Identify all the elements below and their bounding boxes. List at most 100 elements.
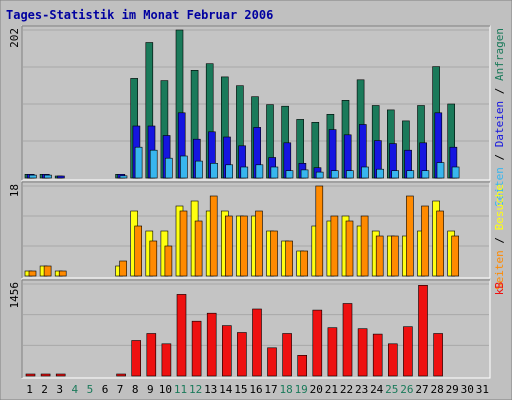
x-label-day-3: 3 [56, 383, 63, 396]
bar-kb-day-12 [191, 320, 202, 377]
bar-kb-day-8 [131, 340, 141, 377]
bar-besuche-day-24 [375, 235, 384, 277]
bar-seiten-day-9 [149, 149, 158, 179]
bar-besuche-day-15 [240, 215, 248, 277]
bar-besuche-day-8 [134, 225, 142, 277]
bar-besuche-day-18 [285, 240, 293, 277]
bar-besuche-day-9 [149, 240, 158, 277]
bar-kb-day-22 [342, 303, 353, 377]
bar-besuche-day-13 [209, 195, 218, 277]
bar-seiten-day-19 [300, 169, 309, 179]
bar-besuche-day-29 [451, 235, 460, 277]
bar-seiten-day-10 [165, 157, 173, 179]
bar-seiten-day-25 [391, 170, 400, 179]
x-label-day-1: 1 [26, 383, 33, 396]
bar-besuche-day-25 [390, 235, 399, 277]
bar-besuche-day-12 [194, 220, 203, 277]
x-label-day-25: 25 [385, 383, 398, 396]
chart-panels: 202 Seiten / Dateien / Anfragen 18 Seiten /… [8, 25, 506, 379]
legend-part: Besuche [493, 184, 506, 230]
x-label-day-13: 13 [204, 383, 217, 396]
legend-middle: Seiten / Besuche [493, 184, 506, 290]
bar-kb-day-2 [40, 373, 51, 377]
x-label-day-27: 27 [415, 383, 428, 396]
bar-seiten-day-2 [44, 174, 52, 179]
bar-kb-day-17 [267, 347, 277, 377]
bar-seiten-day-24 [376, 168, 384, 179]
bar-seiten-day-28 [436, 162, 445, 179]
bar-seiten-day-17 [270, 166, 279, 179]
legend-part: Anfragen [493, 28, 506, 81]
x-label-day-16: 16 [249, 383, 262, 396]
bar-kb-day-24 [372, 333, 383, 377]
y-max-label: 202 [8, 28, 21, 48]
x-label-day-4: 4 [71, 383, 78, 396]
bar-kb-day-20 [312, 309, 323, 377]
bar-kb-day-23 [357, 328, 368, 377]
x-label-day-31: 31 [476, 383, 489, 396]
bar-kb-day-18 [282, 333, 292, 377]
bar-seiten-day-14 [225, 164, 233, 179]
x-label-day-11: 11 [174, 383, 187, 396]
bar-seiten-day-8 [134, 146, 143, 179]
chart-title: Tages-Statistik im Monat Februar 2006 [6, 8, 273, 22]
legend-part: / [493, 81, 506, 101]
bar-kb-day-7 [116, 373, 126, 377]
bar-besuche-day-21 [330, 215, 339, 277]
bar-besuche-day-10 [164, 245, 173, 277]
bar-kb-day-27 [418, 284, 428, 377]
bar-besuche-day-28 [436, 210, 444, 277]
legend-part: kB [493, 282, 506, 296]
x-label-day-8: 8 [132, 383, 139, 396]
legend-part: Seiten [493, 250, 506, 290]
bar-besuche-day-14 [225, 215, 233, 277]
bar-besuche-day-2 [43, 265, 52, 277]
bar-kb-day-9 [146, 333, 157, 377]
bar-seiten-day-7 [119, 175, 128, 179]
bar-besuche-day-19 [300, 250, 309, 277]
x-label-day-6: 6 [102, 383, 109, 396]
legend-part: Seiten [493, 167, 506, 207]
x-label-day-20: 20 [310, 383, 323, 396]
bar-kb-day-14 [222, 325, 232, 377]
x-label-day-10: 10 [159, 383, 172, 396]
bar-kb-day-16 [252, 308, 262, 377]
x-label-day-26: 26 [400, 383, 413, 396]
bar-kb-day-1 [25, 373, 36, 377]
x-label-day-29: 29 [446, 383, 459, 396]
bar-seiten-day-16 [255, 164, 264, 179]
panel-bottom: 1456 kB [8, 279, 506, 379]
bar-besuche-day-7 [119, 260, 127, 277]
bar-seiten-day-20 [315, 171, 324, 179]
bar-seiten-day-22 [346, 170, 354, 179]
bar-seiten-day-12 [195, 160, 203, 179]
bar-seiten-day-23 [361, 166, 369, 179]
panel-top: 202 Seiten / Dateien / Anfragen [8, 25, 506, 207]
bar-seiten-day-13 [210, 163, 218, 179]
bar-besuche-day-22 [345, 220, 354, 277]
panel-middle: 18 Seiten / Besuche [8, 181, 506, 290]
bar-seiten-day-29 [451, 166, 460, 179]
bar-seiten-day-11 [180, 155, 188, 179]
x-label-day-7: 7 [117, 383, 124, 396]
bar-seiten-day-26 [406, 170, 415, 179]
bar-kb-day-10 [161, 343, 172, 377]
x-label-day-19: 19 [295, 383, 308, 396]
bar-besuche-day-27 [421, 205, 429, 277]
bar-kb-day-13 [206, 312, 217, 377]
x-axis-labels: 1 2 3 4 5 6 7 8 9 10 11 12 13 14 15 16 17 18 19 20 21 22 23 24 2… [26, 383, 489, 396]
bar-besuche-day-1 [28, 270, 37, 277]
bar-seiten-day-27 [421, 170, 430, 179]
bar-seiten-day-21 [330, 170, 339, 179]
x-label-day-23: 23 [355, 383, 368, 396]
legend-part: / [493, 230, 506, 250]
bar-besuche-day-3 [58, 270, 67, 277]
bar-kb-day-19 [297, 354, 308, 377]
bar-besuche-day-26 [406, 195, 414, 277]
x-label-day-18: 18 [279, 383, 292, 396]
bar-kb-day-11 [176, 294, 187, 377]
bar-kb-day-21 [327, 327, 338, 377]
x-label-day-28: 28 [430, 383, 443, 396]
x-label-day-14: 14 [219, 383, 233, 396]
